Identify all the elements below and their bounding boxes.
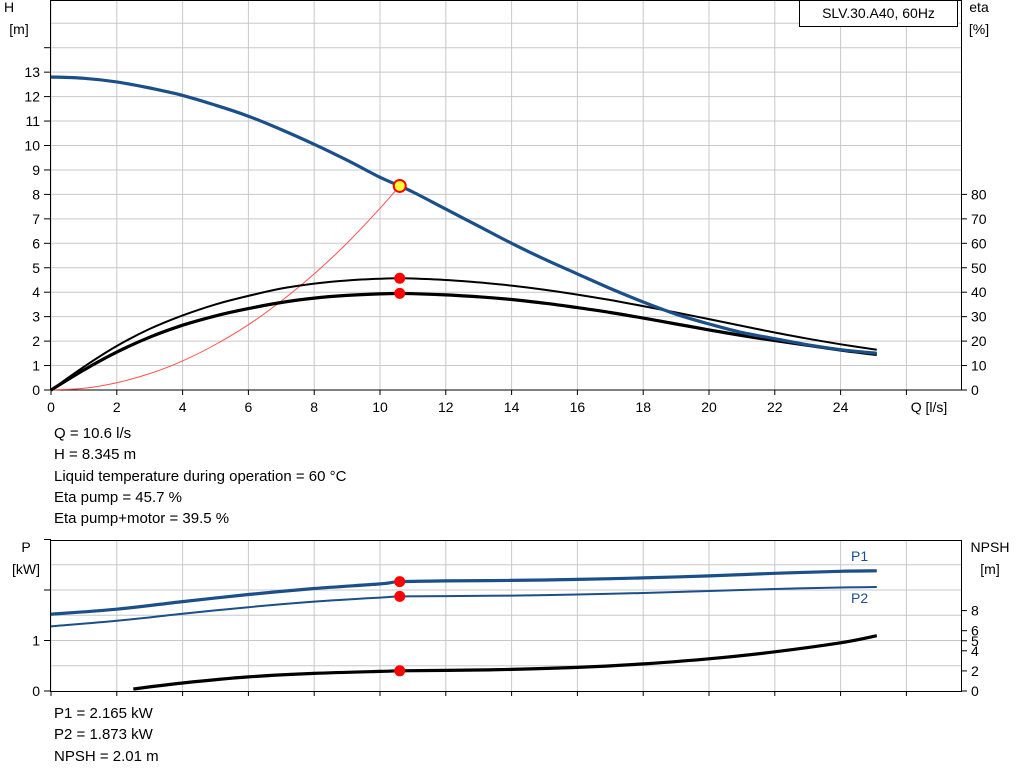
legend-title: SLV.30.A40, 60Hz [822,5,935,21]
lower-left-axis-label-1: P [21,539,30,555]
y-left-tick-label: 0 [32,382,40,398]
x-tick-label: 12 [438,399,454,415]
legend-box: SLV.30.A40, 60Hz [799,0,958,27]
operating-point-info-bottom: P1 = 2.165 kW P2 = 1.873 kW NPSH = 2.01 … [54,703,159,767]
y-left-tick-label: 11 [25,113,40,129]
eta-pump-motor-curve [50,291,877,392]
upper-right-axis-label-2: [%] [969,21,989,37]
lower-right-axis-label-2: [m] [980,561,999,577]
x-tick-label: 0 [47,399,55,415]
y-right-tick-label: 50 [971,260,987,276]
p1-operating-point [394,576,406,588]
eta-pump-motor-operating-point [394,287,406,299]
y-left-tick-label: 3 [32,309,40,325]
system-curve [50,185,401,391]
info-npsh: NPSH = 2.01 m [54,747,159,765]
y-left-tick-label: 9 [32,162,40,178]
y-right-tick-label: 70 [971,211,987,227]
x-tick-label: 4 [179,399,187,415]
y-right-tick-label: 40 [971,284,987,300]
info-p1: P1 = 2.165 kW [54,705,153,722]
lower-chart-frame [50,540,962,692]
operating-point-info-top: Q = 10.6 l/s H = 8.345 m Liquid temperat… [54,423,346,529]
p2-curve [50,586,877,628]
x-tick-label: 14 [504,399,520,415]
y-left-tick-label: 6 [32,235,40,251]
x-tick-label: 16 [570,399,586,415]
y-left-tick-label: 13 [24,64,40,80]
y-right-tick-label: 10 [971,358,987,374]
p1-series-label: P1 [851,548,868,564]
lower-right-axis-label-1: NPSH [971,539,1010,555]
x-tick-label: 20 [701,399,717,415]
upper-chart-grid [50,1,961,391]
x-tick-label: 22 [767,399,783,415]
x-tick-label: 24 [833,399,849,415]
info-flow: Q = 10.6 l/s [54,425,132,442]
y-right-tick-label: 60 [971,235,987,251]
npsh-curve [133,634,878,691]
upper-chart-ticks: 0 2 4 6 8 10 12 14 16 18 20 22 240123456789101112130… [24,47,987,415]
y-right-tick-label: 0 [971,382,979,398]
y-left-tick-label: 4 [32,284,40,300]
npsh-operating-point [394,665,406,677]
p2-series-label: P2 [851,590,868,606]
y-left-tick-label: 7 [32,211,40,227]
x-tick-label: 10 [372,399,388,415]
y-left-tick-label: 0 [32,683,40,699]
head-curve [50,75,877,355]
eta-pump-curve [50,277,877,391]
lower-chart-curves [50,569,878,691]
y-right-tick-label: 80 [971,186,987,202]
head-operating-point [392,178,407,193]
y-right-tick-label: 0 [971,683,979,699]
p2-operating-point [394,590,406,602]
info-liquid-temperature: Liquid temperature during operation = 60… [54,467,347,485]
x-axis-label: Q [l/s] [911,399,948,415]
upper-chart-curves [50,75,877,392]
info-eta-pump-motor: Eta pump+motor = 39.5 % [54,510,230,528]
info-eta-pump: Eta pump = 45.7 % [54,488,182,506]
y-left-tick-label: 12 [24,89,40,105]
y-left-tick-label: 1 [32,358,40,374]
upper-left-axis-label-2: [m] [9,21,28,37]
lower-left-axis-label-2: [kW] [12,561,40,577]
y-left-tick-label: 2 [32,333,40,349]
y-right-tick-label: 6 [971,623,979,639]
x-tick-label: 2 [113,399,121,415]
y-right-tick-label: 5 [971,633,979,649]
p1-curve [50,569,877,616]
info-head: H = 8.345 m [54,446,137,464]
y-right-tick-label: 30 [971,309,987,325]
y-right-tick-label: 4 [971,643,979,659]
y-right-tick-label: 8 [971,603,979,619]
info-p2: P2 = 1.873 kW [54,726,153,744]
y-left-tick-label: 10 [24,138,40,154]
y-right-tick-label: 20 [971,333,987,349]
lower-chart-ticks: 0 1 0 2 456 8 [32,539,979,699]
upper-right-axis-label-1: eta [969,0,989,15]
upper-chart-operating-points [392,178,407,299]
eta-pump-operating-point [394,272,406,284]
x-tick-label: 18 [635,399,651,415]
y-left-tick-label: 1 [32,633,40,649]
upper-chart-frame [50,0,962,391]
x-tick-label: 8 [310,399,318,415]
x-tick-label: 6 [245,399,253,415]
lower-chart-operating-points [394,576,406,677]
y-left-tick-label: 8 [32,186,40,202]
y-right-tick-label: 2 [971,663,979,679]
upper-left-axis-label-1: H [4,0,14,15]
y-left-tick-label: 5 [32,260,40,276]
